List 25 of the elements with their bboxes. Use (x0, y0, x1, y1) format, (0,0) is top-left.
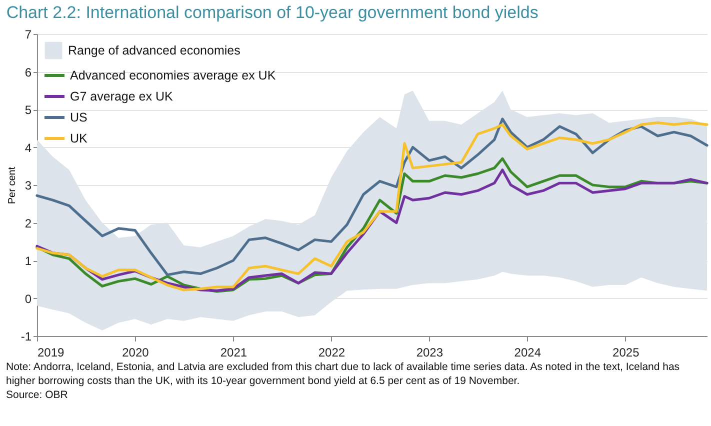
x-tick-label: 2020 (122, 346, 150, 360)
legend-label: UK (70, 132, 88, 146)
chart-title: Chart 2.2: International comparison of 10-year government bond yields (6, 3, 538, 22)
y-tick-label: 5 (24, 103, 32, 117)
x-tick-label: 2019 (38, 346, 65, 360)
y-tick-label: 7 (24, 28, 32, 42)
text: Note: Andorra, Iceland, Estonia, and Latvia are excluded from this chart due to lack of available time series data. As noted in the text, Iceland has higher borrowing costs than the UK, with its 10-year government bond yield at 6.5 per cent as of 19 November. (6, 360, 681, 388)
legend-label: US (70, 110, 88, 124)
y-tick-label: 2 (24, 216, 32, 230)
y-tick-label: -1 (20, 330, 32, 344)
x-tick-label: 2023 (416, 346, 444, 360)
y-tick-label: 4 (24, 140, 32, 155)
legend-label: Advanced economies average ex UK (70, 68, 276, 82)
y-tick-label: 1 (24, 254, 32, 268)
x-tick-label: 2025 (612, 346, 640, 360)
y-tick-label: 0 (24, 292, 32, 306)
y-axis-title: Per cent (6, 166, 18, 204)
legend-label: Range of advanced economies (68, 44, 240, 58)
x-tick-label: 2021 (220, 346, 248, 360)
source-note: Source: OBR (6, 388, 69, 402)
y-tick-label: 6 (24, 65, 32, 80)
y-tick-label: 3 (24, 178, 32, 192)
x-tick-label: 2024 (514, 346, 542, 360)
legend-label: G7 average ex UK (70, 90, 174, 104)
x-tick-label: 2022 (318, 346, 346, 360)
